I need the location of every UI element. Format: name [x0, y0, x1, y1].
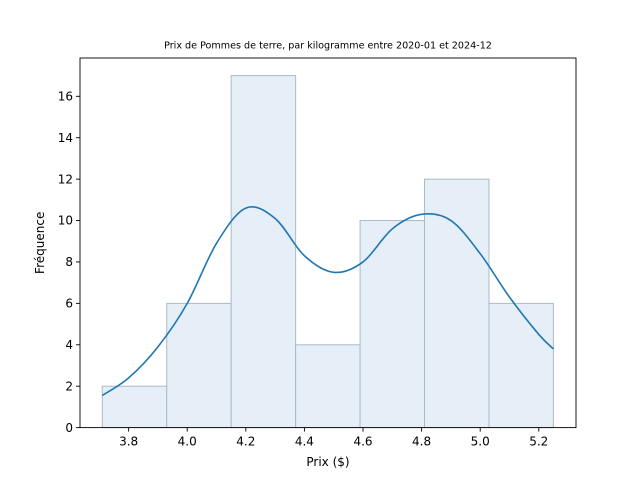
histogram-bar-1 — [101, 385, 168, 429]
histogram-bar-6 — [424, 178, 490, 429]
x-tick-label: 3.8 — [119, 435, 138, 449]
y-tick-label: 6 — [65, 297, 73, 311]
x-tick-label: 4.4 — [295, 435, 314, 449]
histogram-bar-7 — [488, 302, 554, 429]
histogram-bars — [101, 75, 554, 429]
y-tick-label: 14 — [58, 131, 73, 145]
chart-title: Prix de Pommes de terre, par kilogramme … — [164, 41, 492, 52]
x-axis: 3.8 4.0 4.2 4.4 4.6 4.8 5.0 5.2 — [119, 427, 548, 449]
y-tick-label: 2 — [65, 379, 73, 393]
x-tick-label: 5.0 — [471, 435, 490, 449]
y-tick-label: 8 — [65, 255, 73, 269]
x-tick-label: 5.2 — [529, 435, 548, 449]
y-tick-label: 12 — [58, 172, 73, 186]
x-tick-label: 4.0 — [178, 435, 197, 449]
histogram-bar-3 — [230, 75, 297, 429]
histogram-bar-5 — [359, 220, 426, 429]
plot-frame — [79, 57, 577, 429]
x-tick-label: 4.2 — [236, 435, 255, 449]
density-curve — [101, 206, 555, 397]
x-tick-label: 4.8 — [412, 435, 431, 449]
y-tick-label: 0 — [65, 421, 73, 435]
y-tick-label: 16 — [58, 90, 73, 104]
y-tick-label: 4 — [65, 338, 73, 352]
x-tick-label: 4.6 — [353, 435, 372, 449]
y-tick-label: 10 — [58, 214, 73, 228]
histogram-bar-4 — [295, 344, 361, 429]
histogram-bar-2 — [166, 302, 232, 429]
y-axis-title: Fréquence — [33, 212, 47, 274]
x-axis-title: Prix ($) — [306, 455, 349, 469]
y-axis: 0 2 4 6 8 10 12 14 16 — [58, 90, 80, 435]
